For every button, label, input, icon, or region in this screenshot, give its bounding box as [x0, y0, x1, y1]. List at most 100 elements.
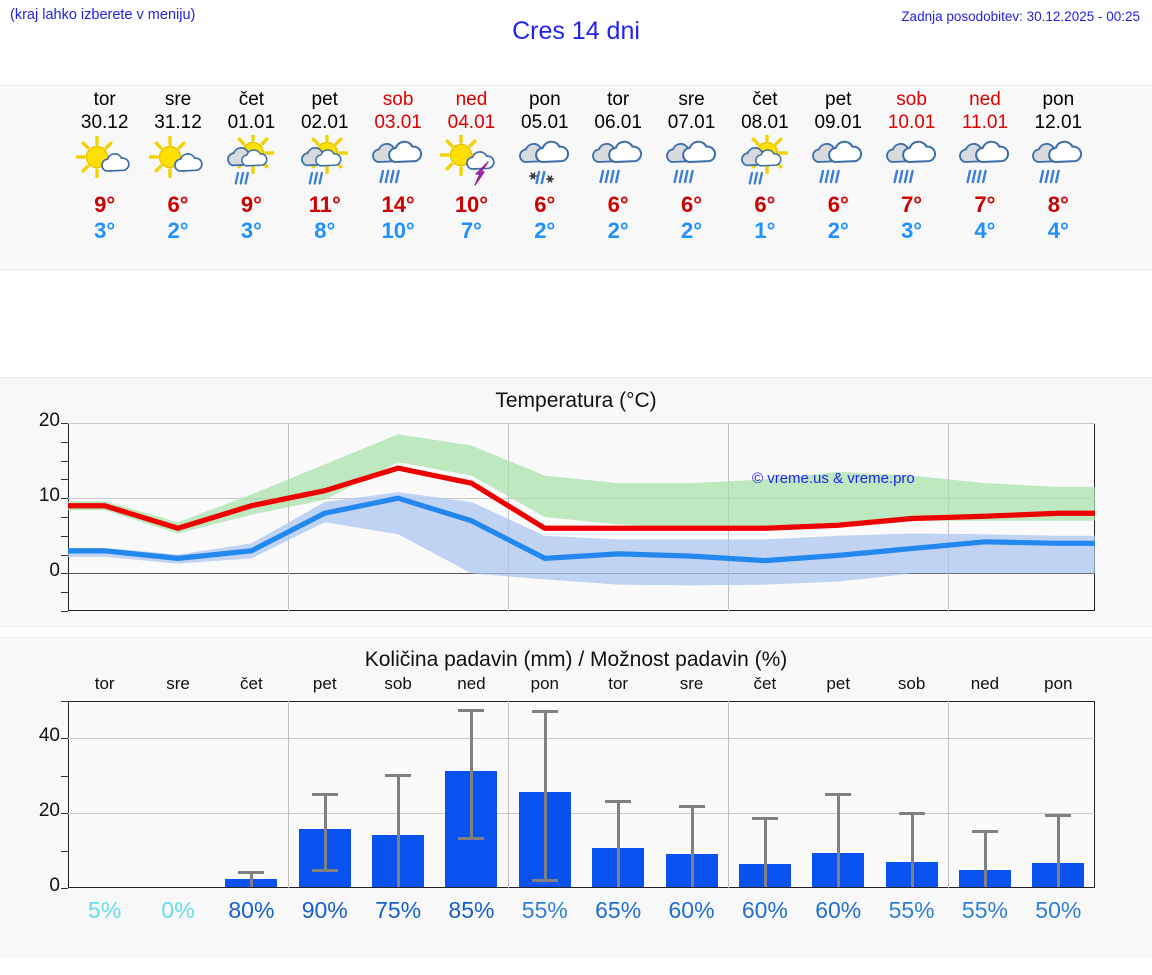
forecast-day-12[interactable]: sob 10.01 7° 3°: [873, 86, 951, 269]
temperature-chart-title: Temperatura (°C): [495, 389, 657, 412]
day-temp-max: 7°: [901, 192, 923, 217]
day-temp-min: 8°: [314, 218, 336, 243]
temp-ytick-mark: [61, 517, 68, 518]
forecast-day-3[interactable]: čet 01.01 9° 3°: [212, 86, 290, 269]
temp-ytick-label: 20: [38, 410, 60, 431]
menu-hint: (kraj lahko izberete v meniju): [10, 7, 196, 23]
day-temp-min: 2°: [827, 218, 849, 243]
precip-xtick-label: ned: [970, 674, 1000, 693]
forecast-day-7[interactable]: pon 05.01 6° 2°: [506, 86, 584, 269]
day-date: 05.01: [521, 112, 569, 133]
precip-error-bar: [544, 709, 547, 880]
precip-error-cap-high: [899, 812, 925, 816]
forecast-day-2[interactable]: sre 31.12 6° 2°: [139, 86, 217, 269]
precip-xtick-label: tor: [608, 674, 629, 693]
precip-probability-label: 55%: [961, 897, 1008, 923]
day-date: 30.12: [80, 112, 129, 133]
temp-gridline-v: [288, 423, 290, 611]
temp-ytick-mark: [61, 592, 68, 594]
cloud-rain-icon: [653, 134, 731, 192]
day-temp-min: 2°: [534, 218, 556, 243]
forecast-day-11[interactable]: pet 09.01 6° 2°: [799, 86, 877, 269]
precip-xtick-label: pet: [826, 674, 851, 693]
day-temp-min: 1°: [754, 218, 776, 243]
day-of-week: sre: [678, 89, 705, 110]
forecast-day-5[interactable]: sob 03.01 14° 10°: [359, 86, 437, 269]
day-temp-max: 6°: [827, 192, 849, 217]
precip-error-bar: [911, 812, 914, 887]
precip-probability-label: 55%: [521, 897, 568, 923]
precip-probability-label: 50%: [1035, 897, 1082, 923]
forecast-day-1[interactable]: tor 30.12 9° 3°: [66, 86, 144, 269]
precip-error-bar: [397, 773, 400, 887]
precip-error-cap-low: [458, 836, 484, 840]
temp-gridline-v: [728, 423, 730, 611]
day-temp-min: 3°: [240, 218, 262, 243]
precipitation-chart-title: Količina padavin (mm) / Možnost padavin …: [364, 648, 788, 671]
day-temp-max: 11°: [308, 192, 341, 217]
precip-probability-label: 60%: [668, 897, 715, 923]
temp-gridline-v: [948, 423, 950, 611]
forecast-day-4[interactable]: pet 02.01 11° 8°: [286, 86, 364, 269]
precip-xtick-label: pon: [530, 674, 559, 693]
precip-ytick-label: 40: [38, 725, 60, 747]
day-date: 06.01: [594, 112, 642, 133]
precip-error-bar: [324, 793, 327, 869]
precip-gridline-v: [508, 701, 510, 888]
day-date: 07.01: [667, 112, 716, 133]
precip-error-cap-high: [605, 799, 631, 803]
precip-probability-label: 90%: [301, 897, 348, 923]
precip-probability-label: 60%: [741, 897, 788, 923]
precip-gridline-40: [68, 738, 1095, 740]
precip-ytick-label: 0: [49, 875, 60, 896]
precip-ytick-mark: [61, 738, 68, 740]
precip-gridline-v: [728, 701, 730, 888]
sun-cloud-rain-icon: [726, 134, 804, 192]
precip-error-cap-low: [312, 868, 338, 872]
precip-xtick-label: čet: [240, 674, 263, 693]
chart-credit: © vreme.us & vreme.pro: [752, 470, 915, 487]
precip-gridline-v: [288, 701, 290, 888]
temp-gridline-0: [68, 573, 1095, 575]
forecast-day-6[interactable]: ned 04.01 10° 7°: [432, 86, 510, 269]
day-of-week: pon: [1042, 89, 1075, 110]
day-of-week: pet: [311, 89, 338, 110]
day-temp-min: 4°: [974, 218, 996, 243]
day-of-week: ned: [455, 89, 488, 110]
day-temp-min: 10°: [381, 218, 415, 243]
temp-ytick-mark: [61, 498, 68, 500]
day-of-week: čet: [752, 89, 778, 110]
cloud-rain-icon: [579, 134, 657, 192]
day-temp-min: 2°: [167, 218, 189, 243]
precip-probability-label: 85%: [448, 897, 495, 923]
day-temp-max: 6°: [534, 192, 556, 217]
precip-ytick-mark: [61, 813, 68, 815]
page-title: Cres 14 dni: [512, 17, 640, 45]
cloud-rain-icon: [799, 134, 877, 192]
temp-ytick-mark: [61, 554, 68, 556]
temperature-plot-area: [68, 423, 1095, 611]
temp-ytick-mark: [61, 611, 68, 612]
precipitation-plot-area: [68, 701, 1095, 888]
day-date: 11.01: [961, 112, 1009, 133]
precip-error-bar: [1057, 813, 1060, 887]
day-temp-max: 9°: [94, 192, 116, 217]
day-of-week: pet: [825, 89, 852, 110]
precip-error-bar: [837, 793, 840, 887]
last-updated: Zadnja posodobitev: 30.12.2025 - 00:25: [901, 9, 1140, 24]
day-date: 09.01: [814, 112, 863, 133]
forecast-day-9[interactable]: sre 07.01 6° 2°: [653, 86, 731, 269]
precip-error-cap-high: [385, 773, 411, 777]
precip-ytick-mark: [61, 775, 68, 777]
sun-cloud-thunder-icon: [432, 134, 510, 192]
temp-ytick-label: 10: [38, 485, 60, 507]
forecast-day-14[interactable]: pon 12.01 8° 4°: [1019, 86, 1097, 269]
cloud-rain-icon: [1019, 134, 1097, 192]
day-temp-max: 7°: [974, 192, 996, 217]
precip-error-cap-high: [1045, 813, 1071, 817]
day-of-week: tor: [93, 89, 116, 110]
temp-gridline-v: [508, 423, 510, 611]
forecast-day-10[interactable]: čet 08.01 6° 1°: [726, 86, 804, 269]
forecast-day-13[interactable]: ned 11.01 7° 4°: [946, 86, 1024, 269]
forecast-day-8[interactable]: tor 06.01 6° 2°: [579, 86, 657, 269]
